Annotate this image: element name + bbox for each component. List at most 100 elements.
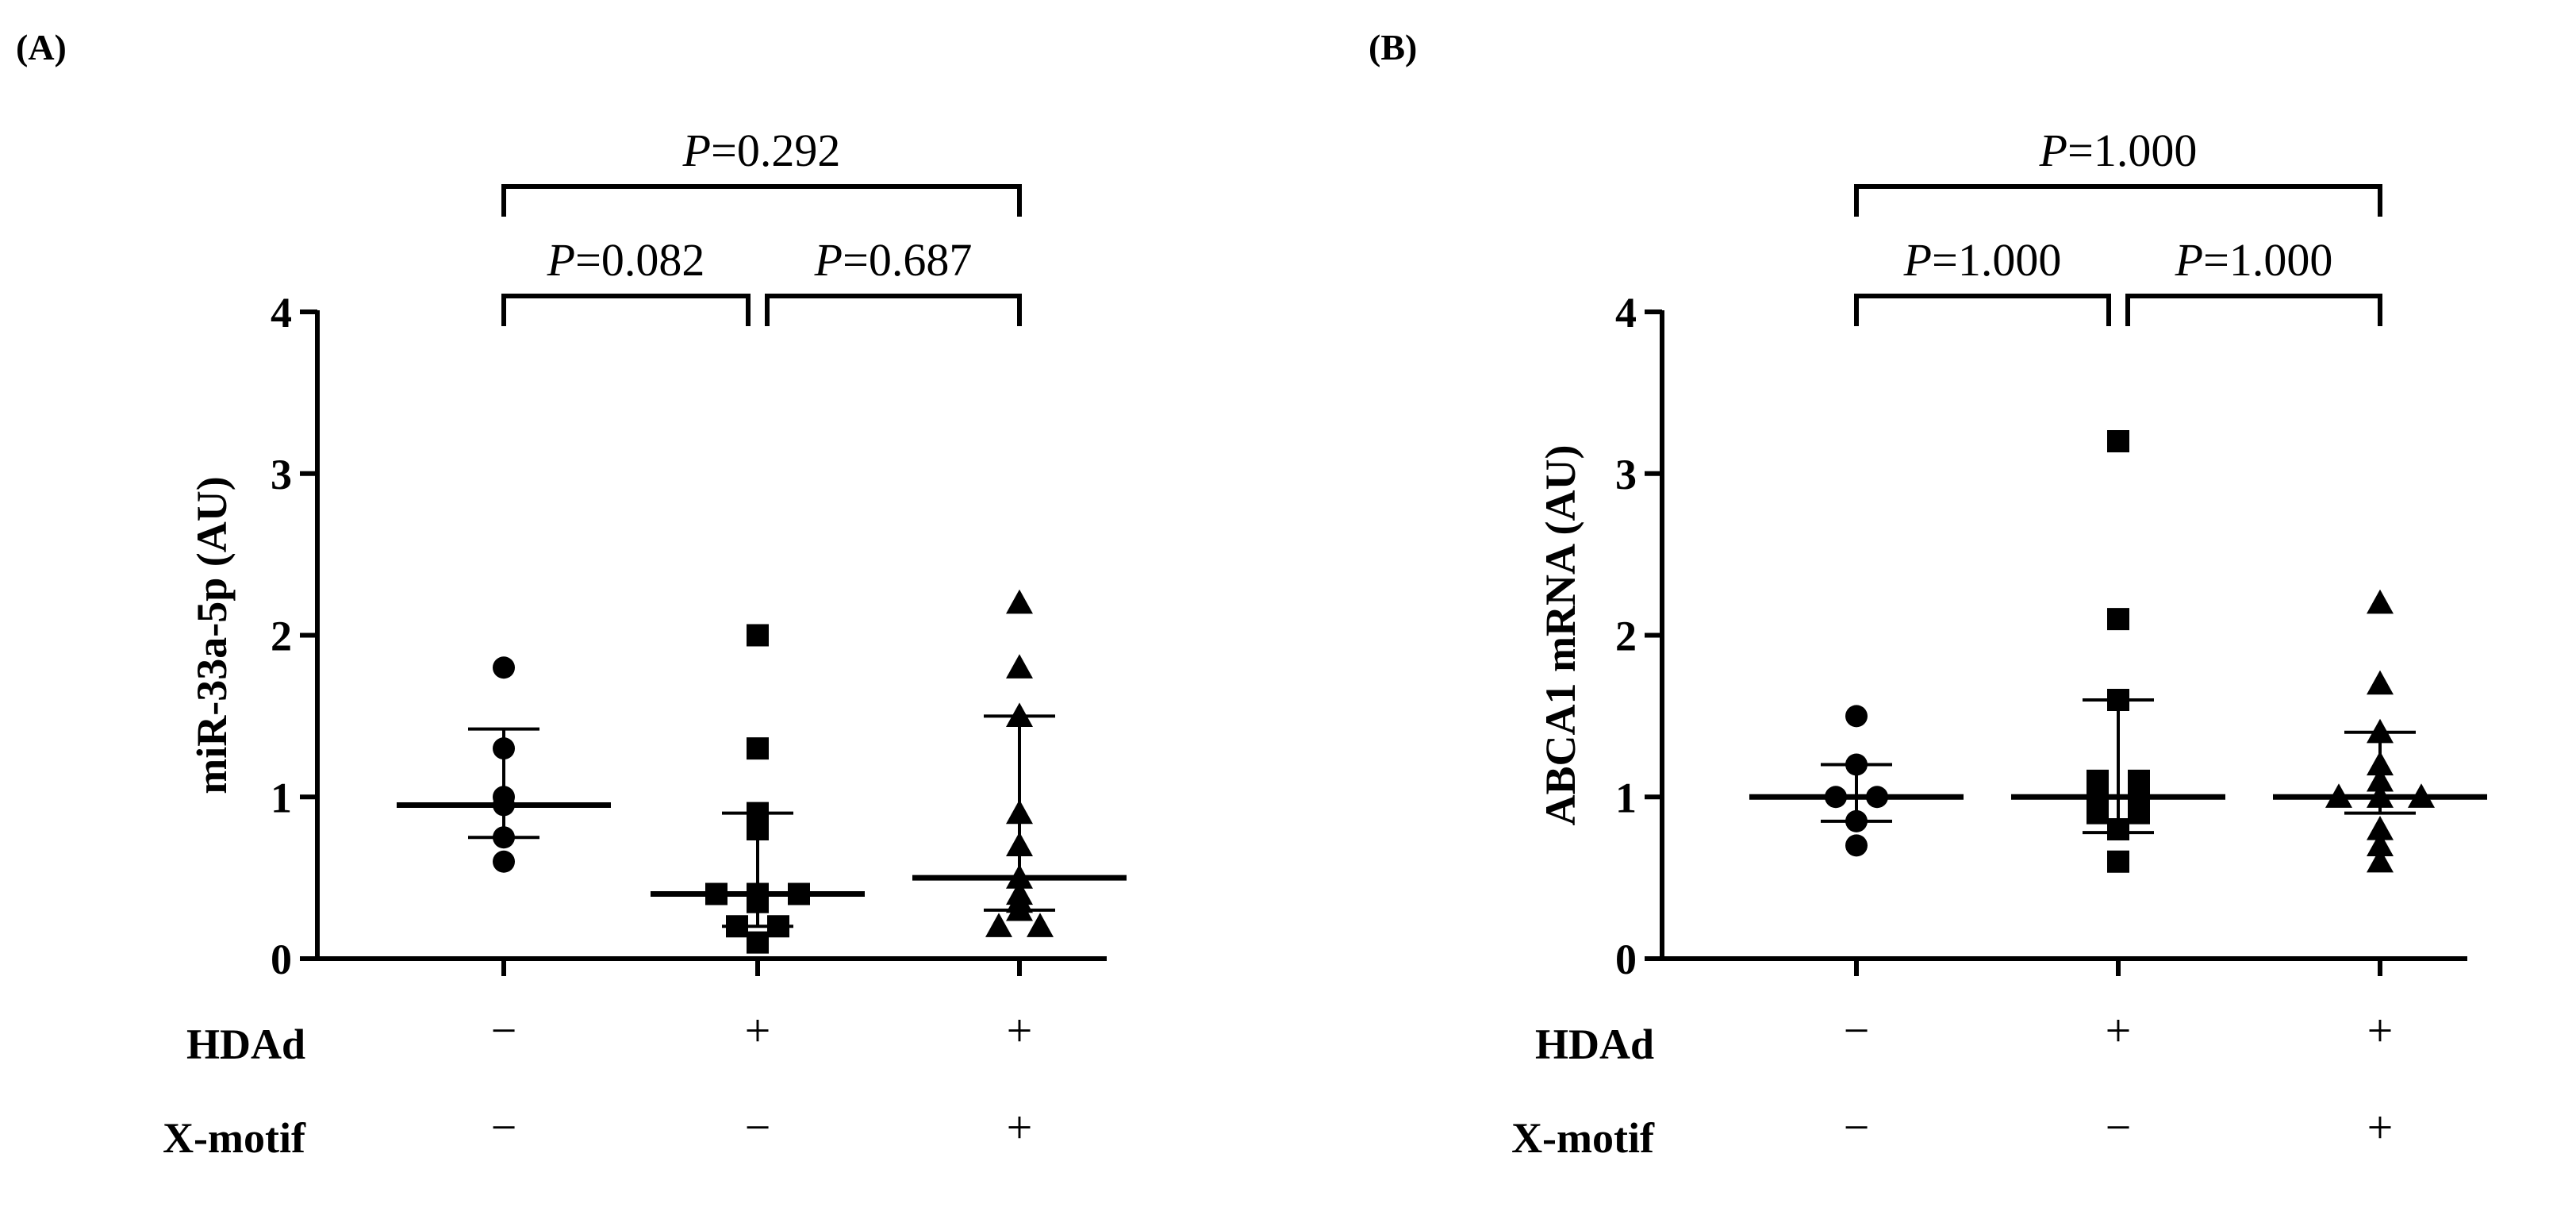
data-point-triangle [2367, 670, 2394, 695]
data-point-triangle [2367, 783, 2394, 808]
data-point-triangle [1006, 896, 1033, 921]
hdad-sign: + [2106, 1005, 2132, 1056]
xmotif-sign: + [1007, 1101, 1033, 1153]
data-point-circle [493, 656, 515, 679]
comparison-bracket [501, 294, 751, 326]
data-point-square [705, 882, 727, 905]
p-value-label: P=1.000 [2039, 125, 2198, 176]
p-symbol: P [682, 125, 711, 176]
y-tick-label: 2 [1615, 613, 1637, 660]
data-point-square [2107, 430, 2129, 452]
comparison-bracket [2125, 294, 2382, 326]
data-point-square [767, 915, 789, 938]
data-point-triangle [1027, 913, 1054, 937]
p-value: =0.292 [711, 125, 840, 176]
data-point-circle [493, 737, 515, 760]
p-symbol: P [814, 234, 843, 286]
data-point-triangle [2325, 783, 2352, 808]
data-point-triangle [2367, 751, 2394, 776]
p-value-label: P=0.082 [547, 234, 705, 286]
data-point-triangle [2367, 767, 2394, 792]
data-point-square [747, 737, 769, 760]
panel-label: (B) [1369, 27, 1417, 67]
p-value-label: P=0.687 [814, 234, 973, 286]
y-tick-label: 4 [1615, 289, 1637, 336]
y-tick-label: 0 [271, 936, 292, 983]
data-point-triangle [2408, 783, 2435, 808]
data-point-square [747, 890, 769, 913]
comparison-bracket [1854, 184, 2382, 217]
p-value-label: P=0.292 [682, 125, 841, 176]
data-point-triangle [2367, 589, 2394, 614]
data-point-triangle [1006, 864, 1033, 889]
hdad-sign: − [491, 1005, 517, 1056]
y-tick-label: 3 [271, 451, 292, 498]
panel-label: (A) [16, 27, 67, 67]
y-tick-label: 3 [1615, 451, 1637, 498]
hdad-sign: − [1844, 1005, 1870, 1056]
data-point-triangle [985, 913, 1012, 937]
xmotif-sign: − [1844, 1101, 1870, 1153]
data-point-square [2107, 818, 2129, 840]
row-label-xmotif: X-motif [1511, 1114, 1655, 1162]
y-tick-label: 2 [271, 613, 292, 660]
p-value: =0.687 [843, 234, 972, 286]
xmotif-sign: + [2367, 1101, 2394, 1153]
comparison-bracket [1854, 294, 2111, 326]
hdad-sign: + [745, 1005, 771, 1056]
data-point-circle [493, 850, 515, 873]
y-tick-label: 4 [271, 289, 292, 336]
data-point-circle [1866, 786, 1888, 809]
row-label-hdad: HDAd [1535, 1021, 1654, 1068]
comparison-bracket [501, 184, 1022, 217]
data-point-square [2107, 689, 2129, 711]
row-label-hdad: HDAd [186, 1021, 305, 1068]
data-point-square [747, 624, 769, 647]
panel-a: (A) 0 1 2 3 4 miR-33a-5p (AU) − − + − + + HDAd X-motif… [16, 27, 1127, 1162]
data-point-square [2107, 850, 2129, 873]
panel-b: (B) 0 1 2 3 4 ABCA1 mRNA (AU) − − + − + + HDAd X-motif… [1369, 27, 2487, 1162]
data-point-square [726, 915, 748, 938]
y-tick-label: 1 [1615, 774, 1637, 821]
hdad-sign: + [2367, 1005, 2394, 1056]
row-label-xmotif: X-motif [163, 1114, 306, 1162]
data-point-circle [1845, 809, 1868, 832]
y-axis-label: miR-33a-5p (AU) [188, 476, 236, 794]
p-symbol: P [2039, 125, 2067, 176]
p-symbol: P [1903, 234, 1932, 286]
data-point-circle [1845, 834, 1868, 857]
data-point-triangle [1006, 832, 1033, 856]
xmotif-sign: − [2106, 1101, 2132, 1153]
p-symbol: P [547, 234, 575, 286]
data-point-circle [1845, 753, 1868, 776]
p-value: =1.000 [2203, 234, 2332, 286]
data-point-triangle [2367, 832, 2394, 856]
y-tick-label: 0 [1615, 936, 1637, 983]
data-point-triangle [2367, 816, 2394, 840]
p-value-label: P=1.000 [2175, 234, 2333, 286]
p-symbol: P [2175, 234, 2203, 286]
data-point-circle [493, 794, 515, 817]
data-point-square [747, 931, 769, 954]
y-tick-label: 1 [271, 774, 292, 821]
data-point-circle [1845, 705, 1868, 728]
xmotif-sign: − [745, 1101, 771, 1153]
data-point-triangle [1006, 799, 1033, 825]
xmotif-sign: − [491, 1101, 517, 1153]
data-point-square [2107, 608, 2129, 631]
p-value: =0.082 [575, 234, 704, 286]
data-point-triangle [1006, 654, 1033, 679]
p-value: =1.000 [2067, 125, 2197, 176]
p-value: =1.000 [1932, 234, 2061, 286]
data-point-circle [493, 826, 515, 849]
data-point-square [788, 882, 810, 905]
data-point-circle [1825, 786, 1847, 809]
data-point-square [2087, 802, 2109, 825]
hdad-sign: + [1007, 1005, 1033, 1056]
data-point-triangle [1006, 702, 1033, 727]
data-point-triangle [2367, 848, 2394, 873]
p-value-label: P=1.000 [1903, 234, 2062, 286]
comparison-bracket [765, 294, 1022, 326]
y-axis-label: ABCA1 mRNA (AU) [1537, 445, 1584, 826]
